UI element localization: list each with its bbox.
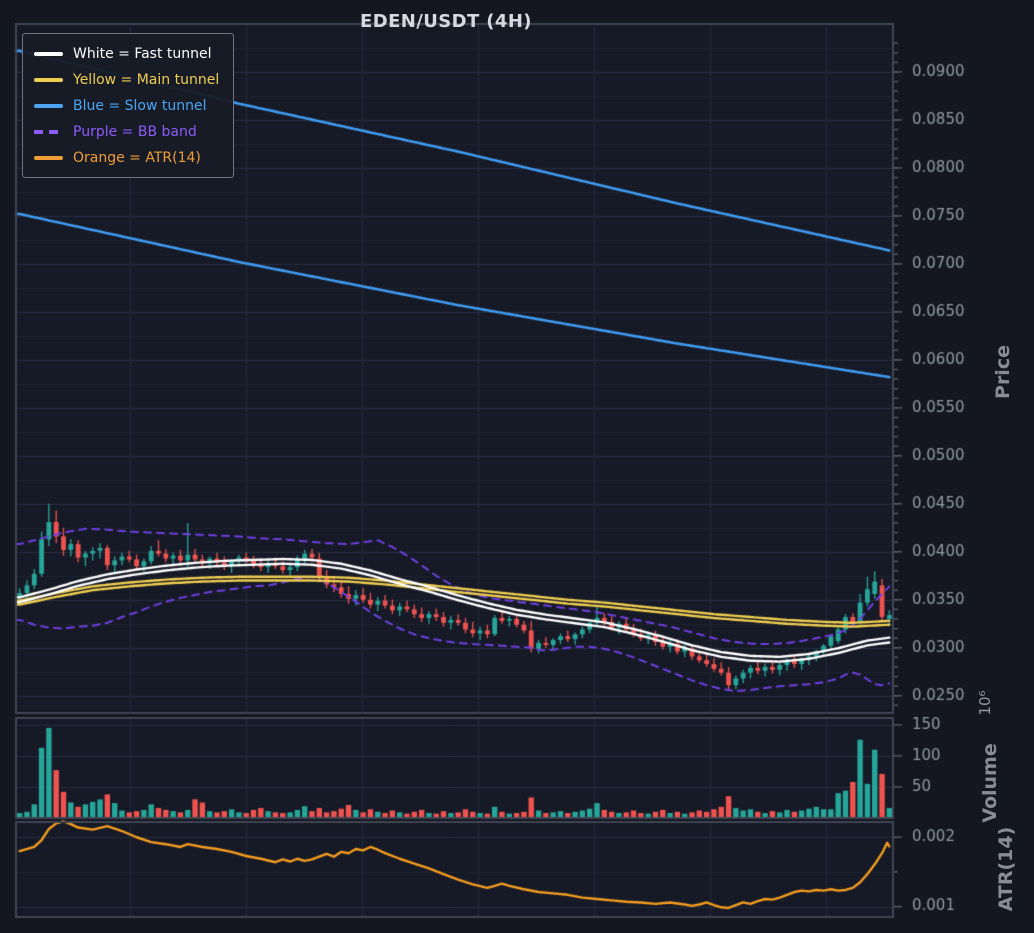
legend: White = Fast tunnel Yellow = Main tunnel… <box>22 33 235 178</box>
main-tunnel-line-icon <box>34 77 63 82</box>
slow-tunnel-line-icon <box>34 103 63 108</box>
atr-axis-title: ATR(14) <box>995 826 1017 912</box>
legend-label: Orange = ATR(14) <box>73 149 201 166</box>
volume-axis-title: Volume <box>979 743 1001 823</box>
legend-item-bb-band: Purple = BB band <box>34 121 219 142</box>
legend-label: Blue = Slow tunnel <box>73 97 207 114</box>
legend-item-slow-tunnel: Blue = Slow tunnel <box>34 95 219 116</box>
legend-item-fast-tunnel: White = Fast tunnel <box>34 43 219 64</box>
chart-title: EDEN/USDT (4H) <box>360 11 532 32</box>
legend-label: White = Fast tunnel <box>73 45 212 62</box>
legend-label: Yellow = Main tunnel <box>73 71 220 88</box>
legend-label: Purple = BB band <box>73 123 197 140</box>
legend-item-main-tunnel: Yellow = Main tunnel <box>34 69 219 90</box>
legend-item-atr: Orange = ATR(14) <box>34 147 219 168</box>
fast-tunnel-line-icon <box>34 51 63 56</box>
price-axis-title: Price <box>992 345 1014 399</box>
atr-line-icon <box>34 155 63 160</box>
bb-band-dashed-line-icon <box>34 129 63 134</box>
volume-axis-exponent: 10⁶ <box>976 690 994 716</box>
